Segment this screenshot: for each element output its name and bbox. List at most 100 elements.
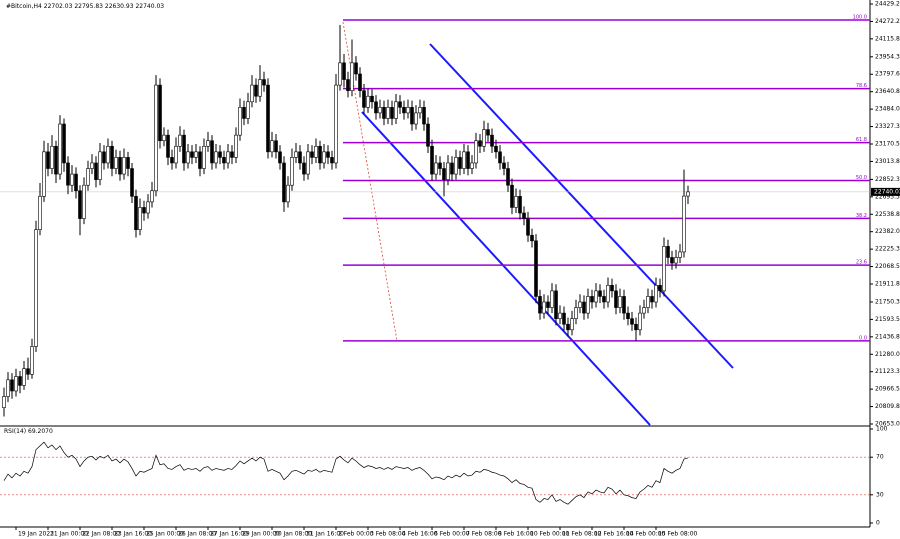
candle-body	[458, 157, 462, 169]
candle-body	[650, 296, 654, 303]
x-tick-label: 10 Feb 00:00	[530, 531, 570, 538]
y-tick-label: 22382.05	[875, 228, 900, 235]
price-tag-label: 22740.03	[874, 188, 900, 195]
x-tick-label: 27 Jan 16:00	[210, 531, 248, 538]
candle-body	[270, 140, 274, 153]
candle-body	[622, 296, 626, 314]
candle-body	[466, 151, 470, 169]
rsi-line	[3, 441, 689, 505]
y-tick-label: 20653.05	[875, 421, 900, 428]
candle-body	[306, 151, 310, 175]
candle-body	[218, 151, 222, 158]
low-value: 22630.93	[105, 3, 134, 10]
candle-body	[370, 95, 374, 103]
candle-body	[238, 107, 242, 136]
candle-body	[606, 285, 610, 303]
fib-label: 100.0	[853, 15, 867, 21]
candle-body	[42, 151, 46, 197]
candle-body	[506, 168, 510, 186]
rsi-title: RSI(14) 69.2070	[4, 428, 53, 435]
candle-body	[222, 157, 226, 164]
candle-body	[26, 368, 30, 375]
candle-body	[50, 145, 54, 169]
candle-body	[522, 212, 526, 219]
candle-body	[214, 151, 218, 164]
candle-body	[610, 285, 614, 292]
candle-body	[682, 195, 686, 253]
candle-body	[666, 246, 670, 258]
candle-body	[330, 157, 334, 164]
y-tick-label: 24115.80	[875, 35, 900, 42]
price-tag	[871, 187, 900, 196]
rsi-name: RSI(14)	[4, 428, 26, 435]
candle-body	[298, 151, 302, 164]
y-tick-label: 21750.30	[875, 298, 900, 305]
candle-body	[478, 140, 482, 147]
candle-body	[318, 145, 322, 164]
candle-body	[434, 162, 438, 175]
candle-body	[422, 107, 426, 125]
candle-body	[274, 140, 278, 153]
candle-body	[554, 290, 558, 319]
candle-body	[254, 84, 258, 97]
candle-body	[382, 107, 386, 119]
candle-body	[190, 151, 194, 158]
candle-body	[686, 191, 690, 197]
candle-body	[86, 168, 90, 186]
candle-body	[146, 201, 150, 214]
fib-label: 23.6	[856, 260, 867, 266]
channel-lower	[361, 111, 651, 426]
fib-label: 50.0	[856, 175, 867, 181]
candle-body	[98, 151, 102, 180]
candle-body	[658, 285, 662, 292]
candle-body	[378, 107, 382, 114]
candle-body	[138, 207, 142, 230]
candle-body	[502, 162, 506, 169]
candle-body	[174, 145, 178, 164]
candle-body	[182, 134, 186, 164]
candle-body	[206, 140, 210, 147]
x-tick-label: 19 Jan 2023	[18, 531, 54, 538]
candle-body	[230, 151, 234, 158]
candle-body	[226, 151, 230, 164]
candle-body	[310, 151, 314, 158]
candle-body	[78, 190, 82, 219]
candle-body	[250, 84, 254, 103]
x-tick-label: 23 Jan 16:00	[114, 531, 152, 538]
y-tick-label: 24272.25	[875, 18, 900, 25]
candle-body	[510, 184, 514, 208]
candle-body	[538, 296, 542, 314]
candle-body	[210, 140, 214, 164]
candle-body	[594, 290, 598, 303]
candle-body	[106, 145, 110, 164]
candle-body	[410, 107, 414, 125]
candle-body	[234, 134, 238, 158]
candle-body	[38, 196, 42, 230]
candle-body	[626, 312, 630, 319]
candle-body	[454, 157, 458, 175]
rsi-y-tick-label: 70	[876, 454, 884, 461]
candle-body	[282, 162, 286, 203]
candle-body	[342, 62, 346, 80]
rsi-y-tick-label: 30	[876, 491, 884, 498]
candle-body	[70, 173, 74, 186]
candle-body	[390, 107, 394, 119]
candle-body	[350, 62, 354, 91]
candle-body	[582, 301, 586, 314]
x-tick-label: 12 Feb 16:00	[594, 531, 634, 538]
x-tick-label: 2 Feb 00:00	[338, 531, 374, 538]
y-tick-label: 23327.30	[875, 123, 900, 130]
candle-body	[530, 234, 534, 242]
candle-body	[242, 107, 246, 119]
candle-body	[586, 296, 590, 314]
candle-body	[498, 151, 502, 164]
candle-body	[542, 301, 546, 314]
candle-body	[462, 151, 466, 169]
candle-body	[322, 151, 326, 164]
symbol: #Bitcoin,H4	[6, 3, 42, 10]
candle-body	[398, 101, 402, 108]
candle-body	[134, 196, 138, 230]
candle-body	[338, 62, 342, 86]
candle-body	[366, 95, 370, 108]
candle-body	[426, 123, 430, 147]
